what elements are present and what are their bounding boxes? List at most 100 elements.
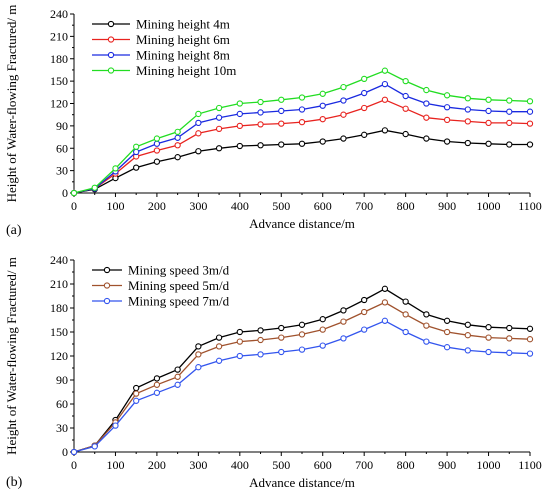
data-point <box>361 308 368 316</box>
legend-label: Mining height 6m <box>136 32 230 47</box>
data-point <box>361 131 368 138</box>
data-point <box>381 285 389 292</box>
data-point <box>381 67 389 74</box>
data-point <box>402 298 409 305</box>
data-point <box>153 140 161 147</box>
data-point <box>443 138 451 145</box>
data-point <box>464 321 471 328</box>
legend-marker <box>103 266 111 274</box>
legend-label: Mining height 4m <box>136 17 230 32</box>
data-point <box>236 110 243 118</box>
data-point <box>195 148 202 155</box>
data-point <box>257 98 264 106</box>
data-point <box>485 348 492 356</box>
series-1 <box>70 127 534 197</box>
data-point <box>361 296 368 304</box>
data-point <box>402 77 409 85</box>
x-tick-label: 200 <box>148 458 166 472</box>
data-point <box>257 109 264 116</box>
data-point <box>174 381 181 388</box>
data-point <box>402 130 409 138</box>
data-point <box>133 164 140 171</box>
data-point <box>195 343 202 350</box>
x-tick-label: 300 <box>189 199 207 213</box>
series-1 <box>70 285 534 456</box>
data-point <box>506 349 513 356</box>
data-point <box>526 98 534 105</box>
data-point <box>423 100 430 107</box>
legend-marker <box>107 67 115 74</box>
y-tick-label: 90 <box>56 119 68 133</box>
data-point <box>485 334 492 341</box>
legend-marker <box>103 297 111 305</box>
data-point <box>381 127 389 134</box>
data-point <box>402 105 409 112</box>
x-tick-label: 1100 <box>518 458 542 472</box>
legend-label: Mining height 8m <box>136 48 230 63</box>
data-point <box>423 338 430 345</box>
legend-label: Mining speed 3m/d <box>128 263 230 278</box>
legend-label: Mining speed 7m/d <box>128 294 230 309</box>
legend-marker <box>107 36 115 43</box>
data-point <box>361 326 368 333</box>
y-tick-label: 180 <box>50 52 68 66</box>
data-point <box>195 110 202 118</box>
data-point <box>381 317 389 324</box>
data-point <box>112 165 119 172</box>
data-point <box>485 107 492 115</box>
data-point <box>464 95 471 102</box>
data-point <box>506 97 513 104</box>
data-point <box>443 104 451 111</box>
data-point <box>153 135 161 142</box>
y-tick-label: 150 <box>50 74 68 88</box>
data-point <box>112 422 119 429</box>
data-point <box>215 357 223 364</box>
legend-marker <box>107 51 115 59</box>
data-point <box>381 80 389 88</box>
data-point <box>423 86 430 94</box>
data-point <box>133 397 140 404</box>
data-point <box>278 120 285 127</box>
y-tick-label: 210 <box>50 29 68 43</box>
data-point <box>278 141 285 148</box>
y-tick-label: 90 <box>56 373 68 387</box>
y-tick-label: 60 <box>56 397 68 411</box>
data-point <box>278 348 285 356</box>
data-point <box>298 106 306 113</box>
data-point <box>423 114 430 121</box>
data-point <box>423 135 430 142</box>
x-tick-label: 200 <box>148 199 166 213</box>
data-point <box>257 142 264 149</box>
y-tick-label: 60 <box>56 141 68 155</box>
x-tick-label: 800 <box>397 199 415 213</box>
y-tick-label: 150 <box>50 325 68 339</box>
data-point <box>443 92 451 99</box>
data-point <box>153 147 161 154</box>
x-tick-label: 1000 <box>477 458 501 472</box>
data-point <box>298 346 306 353</box>
data-point <box>70 448 78 456</box>
x-tick-label: 800 <box>397 458 415 472</box>
data-point <box>526 336 534 343</box>
data-point <box>381 299 389 306</box>
data-point <box>485 324 492 331</box>
data-point <box>278 107 285 115</box>
data-point <box>340 318 347 325</box>
data-point <box>464 118 471 125</box>
data-point <box>506 119 513 127</box>
series-line <box>73 288 531 453</box>
x-tick-label: 600 <box>314 199 332 213</box>
panel-label: (a) <box>6 223 22 238</box>
data-point <box>257 336 264 344</box>
data-point <box>526 325 534 332</box>
chart-panel-2: 0 100 200 300 400 500 600 700 800 900 1000 1100 0 30 6… <box>4 253 542 490</box>
data-point <box>174 154 181 161</box>
x-tick-label: 0 <box>71 458 77 472</box>
data-point <box>215 114 223 121</box>
data-point <box>215 343 223 350</box>
data-point <box>298 118 306 126</box>
x-axis-label: Advance distance/m <box>249 216 355 231</box>
data-point <box>340 97 347 104</box>
data-point <box>91 184 98 191</box>
